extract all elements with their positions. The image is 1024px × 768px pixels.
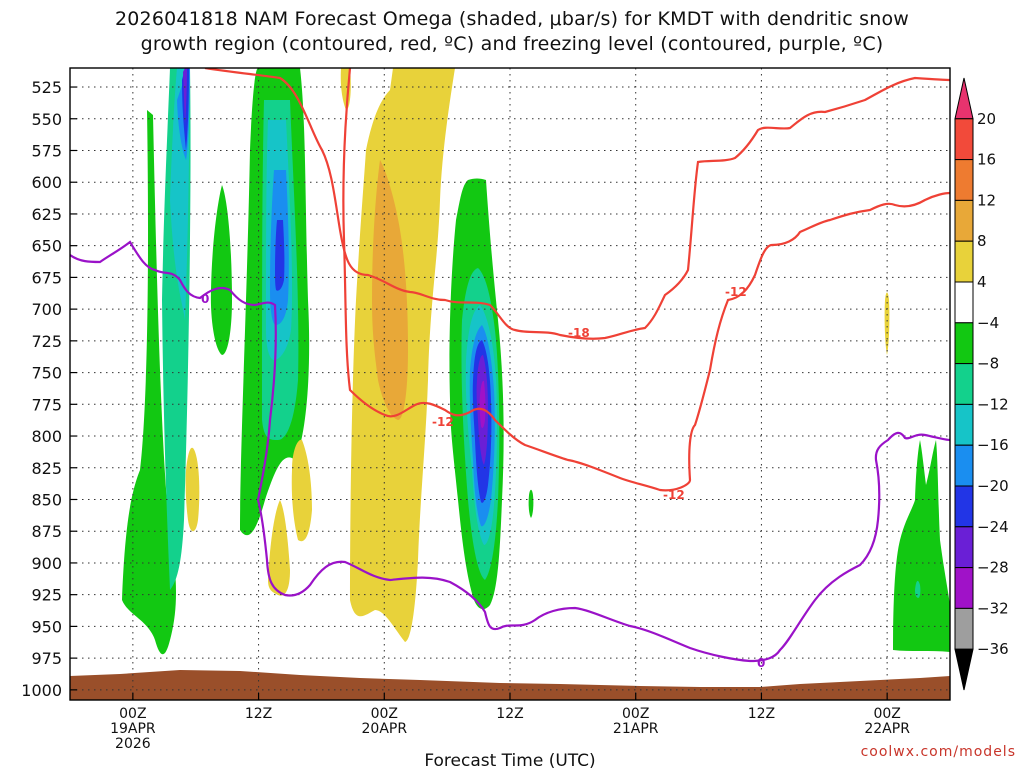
plot-frame	[69, 67, 951, 701]
y-tick-label: 875	[31, 522, 62, 541]
isotherm-minus-12-upper	[204, 68, 950, 340]
colorbar-swatch	[954, 77, 974, 120]
colorbar-swatch	[954, 322, 974, 365]
omega-sink-blob-3b	[291, 439, 312, 542]
y-tick-label: 800	[31, 427, 62, 446]
isotherm-label-minus-18: -18	[568, 326, 590, 340]
x-tick-label: 20APR	[362, 721, 408, 737]
omega-ascent-column-1-min	[183, 68, 187, 125]
colorbar-label: −8	[977, 355, 999, 373]
omega-sink-blob-6	[884, 292, 890, 355]
credit-text: coolwx.com/models	[861, 744, 1016, 760]
y-tick-label: 925	[31, 586, 62, 605]
colorbar-swatch	[954, 403, 974, 446]
colorbar-label: −24	[977, 518, 1009, 536]
colorbar-swatch	[954, 281, 974, 324]
y-tick-label: 700	[31, 300, 62, 319]
y-tick-label: 1000	[21, 681, 62, 700]
colorbar-label: −32	[977, 599, 1009, 617]
colorbar-label: 20	[977, 110, 996, 128]
terrain-ground	[70, 670, 950, 700]
omega-descent-column-4-l2	[372, 160, 408, 420]
omega-ascent-blob-5b	[528, 489, 534, 518]
colorbar-swatch	[954, 485, 974, 528]
colorbar-swatch	[954, 159, 974, 201]
omega-ascent-column-1	[122, 110, 176, 655]
isotherm-label-minus-12-b: -12	[663, 488, 685, 502]
x-tick-label: 21APR	[613, 721, 659, 737]
freezing-level-label-a: 0	[201, 292, 209, 306]
y-tick-label: 600	[31, 173, 62, 192]
x-tick-label: 12Z	[245, 706, 272, 722]
x-tick-label: 12Z	[748, 706, 775, 722]
colorbar-label: −16	[977, 436, 1009, 454]
chart-title-line1: 2026041818 NAM Forecast Omega (shaded, μ…	[114, 8, 910, 30]
isotherm-label-minus-12-c: -12	[725, 285, 747, 299]
colorbar-label: 12	[977, 191, 996, 209]
colorbar-swatch	[954, 118, 974, 161]
omega-ascent-column-5-core	[479, 380, 486, 428]
y-tick-label: 950	[31, 617, 62, 636]
colorbar: 20 16 12 8 4 −4 −8 −12 −16 −20 −24 −28 −32 −36	[954, 77, 1009, 691]
x-tick-label: 00Z	[873, 706, 900, 722]
isotherm-minus-12-lower	[342, 68, 950, 492]
y-tick-label: 550	[31, 110, 62, 129]
x-tick-label: 12Z	[496, 706, 523, 722]
contours	[70, 68, 950, 663]
x-axis-title: Forecast Time (UTC)	[424, 751, 595, 768]
x-tick-label: 19APR	[110, 721, 156, 737]
colorbar-swatch	[954, 607, 974, 650]
colorbar-swatch	[954, 240, 974, 283]
omega-ascent-column-6	[893, 440, 950, 652]
y-tick-label: 975	[31, 649, 62, 668]
x-tick-label: 22APR	[864, 721, 910, 737]
freezing-level-label-b: 0	[757, 656, 765, 670]
omega-ascent-column-6-core	[915, 580, 921, 598]
y-tick-label: 725	[31, 332, 62, 351]
omega-shading	[70, 68, 950, 700]
y-tick-label: 900	[31, 554, 62, 573]
colorbar-label: 4	[977, 273, 987, 291]
omega-sink-blob-2	[185, 447, 200, 532]
colorbar-label: −12	[977, 395, 1009, 413]
y-tick-label: 675	[31, 268, 62, 287]
colorbar-swatch	[954, 363, 974, 405]
contour-labels: -12 -18 -12 -12 0 0	[201, 285, 765, 670]
y-tick-label: 575	[31, 141, 62, 160]
colorbar-label: 8	[977, 232, 987, 250]
y-tick-label: 775	[31, 395, 62, 414]
y-tick-label: 525	[31, 78, 62, 97]
colorbar-swatch	[954, 648, 974, 691]
colorbar-label: 16	[977, 151, 996, 169]
x-tick-label: 00Z	[119, 706, 146, 722]
y-axis: 525 550 575 600 625 650 675 700 725 750 775 800 825 8…	[21, 78, 77, 700]
x-tick-label: 2026	[115, 736, 151, 752]
colorbar-label: −36	[977, 640, 1009, 658]
chart-title-line2: growth region (contoured, red, ºC) and f…	[140, 33, 884, 55]
y-tick-label: 650	[31, 237, 62, 256]
freezing-level-0C	[70, 240, 950, 663]
omega-ascent-blob-2	[210, 185, 232, 355]
colorbar-label: −4	[977, 314, 999, 332]
y-tick-label: 850	[31, 490, 62, 509]
x-tick-label: 00Z	[371, 706, 398, 722]
omega-sink-blob-3a	[268, 500, 290, 596]
colorbar-swatch	[954, 526, 974, 569]
omega-ascent-column-3-core	[275, 220, 285, 291]
colorbar-label: −20	[977, 477, 1009, 495]
plot-grid	[70, 68, 950, 700]
y-tick-label: 750	[31, 364, 62, 383]
colorbar-swatch	[954, 199, 974, 242]
colorbar-label: −28	[977, 559, 1009, 577]
y-tick-label: 625	[31, 205, 62, 224]
y-tick-label: 825	[31, 459, 62, 478]
colorbar-swatch	[954, 444, 974, 487]
colorbar-swatch	[954, 567, 974, 609]
x-tick-label: 00Z	[622, 706, 649, 722]
isotherm-label-minus-12-a: -12	[432, 415, 454, 429]
